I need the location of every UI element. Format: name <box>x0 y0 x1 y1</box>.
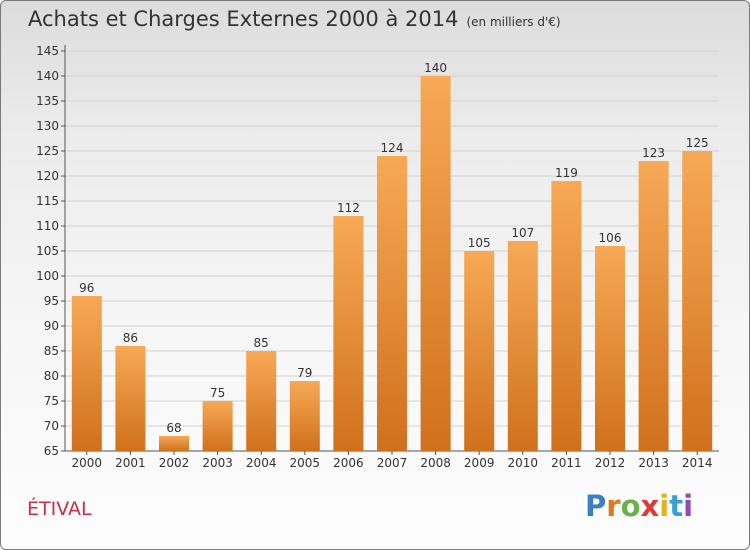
y-tick-label: 75 <box>44 394 59 408</box>
data-label-2001: 86 <box>123 331 138 345</box>
x-tick-label-2009: 2009 <box>464 456 495 470</box>
proxiti-logo: Proxiti <box>585 489 694 523</box>
title-text: Achats et Charges Externes 2000 à 2014 <box>28 7 459 31</box>
data-label-2009: 105 <box>468 236 491 250</box>
y-tick-label: 145 <box>36 44 59 58</box>
data-label-2007: 124 <box>381 141 404 155</box>
bar-2004 <box>246 351 277 451</box>
y-tick-label: 115 <box>36 194 59 208</box>
x-tick-label-2000: 2000 <box>72 456 103 470</box>
x-tick-label-2003: 2003 <box>202 456 233 470</box>
bars <box>71 76 713 451</box>
y-tick-label: 70 <box>44 419 59 433</box>
y-tick-label: 105 <box>36 244 59 258</box>
x-tick-label-2011: 2011 <box>551 456 582 470</box>
x-tick-label-2012: 2012 <box>595 456 626 470</box>
y-tick-label: 110 <box>36 219 59 233</box>
bar-2012 <box>595 246 625 451</box>
x-tick-label-2014: 2014 <box>682 456 713 470</box>
bar-2014 <box>682 151 713 451</box>
bar-2009 <box>464 251 495 451</box>
data-label-2004: 85 <box>254 336 269 350</box>
x-tick-label-2013: 2013 <box>638 456 669 470</box>
data-label-2013: 123 <box>642 146 665 160</box>
data-label-2010: 107 <box>511 226 534 240</box>
x-tick-label-2005: 2005 <box>290 456 321 470</box>
data-label-2011: 119 <box>555 166 578 180</box>
y-tick-label: 130 <box>36 119 59 133</box>
y-tick-label: 85 <box>44 344 59 358</box>
data-label-2005: 79 <box>297 366 312 380</box>
y-tick-label: 140 <box>36 69 59 83</box>
bar-2010 <box>507 241 538 451</box>
unit-label: (en milliers d'€) <box>466 15 561 29</box>
y-tick-label: 80 <box>44 369 59 383</box>
y-tick-label: 120 <box>36 169 59 183</box>
bar-2008 <box>420 76 451 451</box>
x-tick-label-2002: 2002 <box>159 456 190 470</box>
data-label-2006: 112 <box>337 201 360 215</box>
x-tick-label-2001: 2001 <box>115 456 146 470</box>
bar-2007 <box>377 156 407 451</box>
bar-2011 <box>551 181 582 451</box>
y-tick-label: 65 <box>44 444 59 458</box>
bar-2002 <box>159 436 189 451</box>
y-tick-label: 90 <box>44 319 59 333</box>
y-tick-label: 100 <box>36 269 59 283</box>
data-label-2014: 125 <box>686 136 709 150</box>
bar-2005 <box>289 381 320 451</box>
bar-2006 <box>333 216 364 451</box>
x-tick-label-2010: 2010 <box>508 456 539 470</box>
data-label-2003: 75 <box>210 386 225 400</box>
data-label-2000: 96 <box>79 281 94 295</box>
data-label-2008: 140 <box>424 61 447 75</box>
bar-2000 <box>71 296 102 451</box>
y-tick-label: 135 <box>36 94 59 108</box>
chart-title: Achats et Charges Externes 2000 à 2014 (e… <box>28 7 561 31</box>
data-label-2012: 106 <box>599 231 622 245</box>
bar-2003 <box>202 401 233 451</box>
data-labels: 96 86 68 75 85 79 112 124 140 105 107 119 106 123 125 <box>79 61 708 435</box>
bar-2013 <box>638 161 669 451</box>
bar-2001 <box>115 346 146 451</box>
x-tick-label-2008: 2008 <box>420 456 451 470</box>
x-tick-label-2004: 2004 <box>246 456 277 470</box>
commune-name: ÉTIVAL <box>27 498 92 520</box>
y-tick-label: 125 <box>36 144 59 158</box>
y-tick-label: 95 <box>44 294 59 308</box>
x-tick-label-2006: 2006 <box>333 456 364 470</box>
x-tick-label-2007: 2007 <box>377 456 408 470</box>
data-label-2002: 68 <box>166 421 181 435</box>
